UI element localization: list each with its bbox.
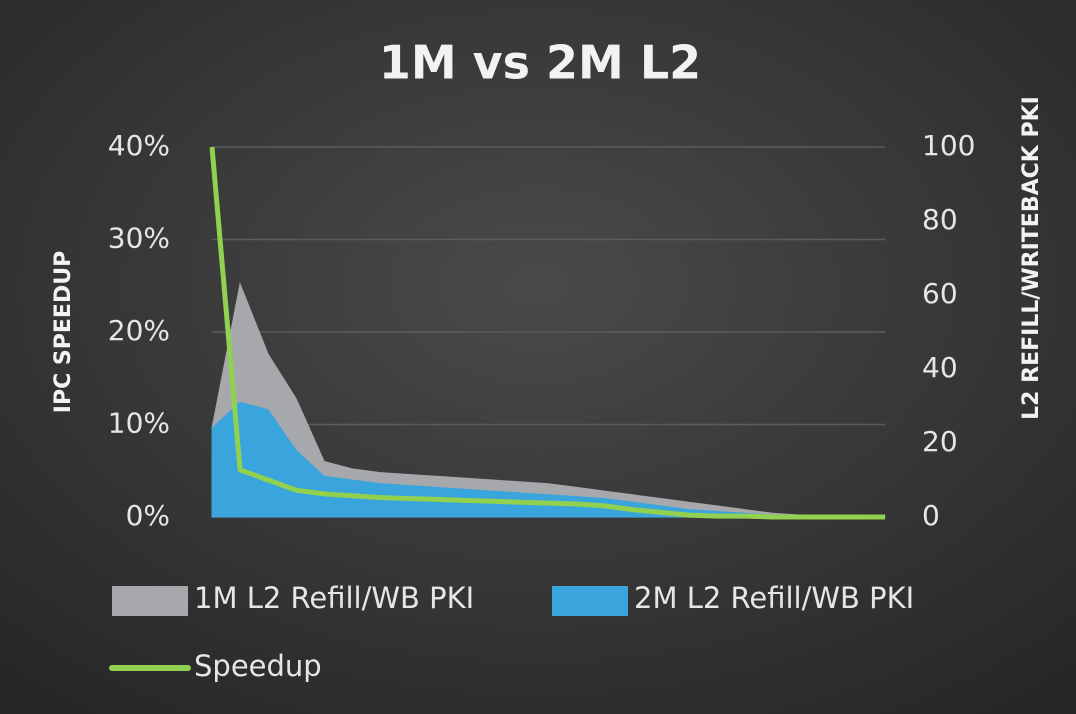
y-tick-label: 10%	[108, 407, 170, 440]
y2-tick-label: 60	[922, 277, 958, 310]
legend: 1M L2 Refill/WB PKI 2M L2 Refill/WB PKI Sp…	[109, 581, 914, 683]
y-tick-label: 40%	[108, 129, 170, 162]
legend-swatch	[552, 586, 628, 616]
y2-tick-label: 80	[922, 203, 958, 236]
y2-axis-title: L2 REFILL/WRITEBACK PKI	[1019, 96, 1044, 420]
legend-label: 1M L2 Refill/WB PKI	[194, 581, 474, 615]
y-tick-label: 0%	[126, 499, 170, 532]
y2-tick-label: 20	[922, 425, 958, 458]
legend-swatch	[112, 586, 188, 616]
y-tick-label: 20%	[108, 314, 170, 347]
legend-label: Speedup	[194, 649, 322, 683]
y2-tick-label: 40	[922, 351, 958, 384]
legend-label: 2M L2 Refill/WB PKI	[634, 581, 914, 615]
y-tick-label: 30%	[108, 222, 170, 255]
line	[209, 146, 885, 520]
y-axis-title: IPC SPEEDUP	[51, 251, 76, 413]
grid: 0% 10% 20% 30% 40% 0 20 40 60 80 100	[108, 129, 976, 532]
y2-tick-label: 100	[922, 129, 975, 162]
y2-tick-label: 0	[922, 499, 940, 532]
chart-title: 1M vs 2M L2	[379, 36, 701, 90]
plot-area	[209, 146, 886, 520]
